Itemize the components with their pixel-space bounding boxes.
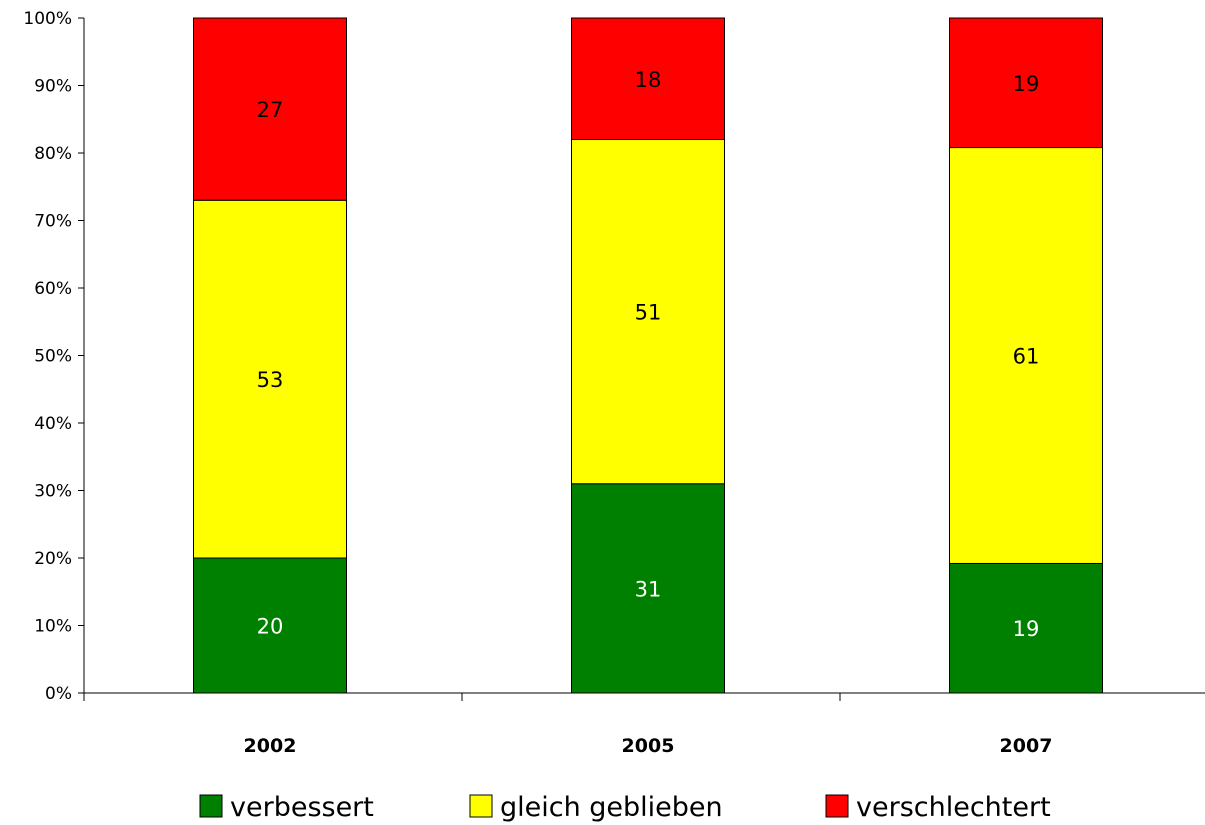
- x-category-label: 2005: [622, 735, 675, 757]
- legend-label: verbessert: [230, 792, 374, 823]
- bar-segment: [193, 557, 347, 694]
- bar-segment: [949, 17, 1103, 149]
- bar-segment: [571, 139, 725, 485]
- legend-label: verschlechtert: [856, 792, 1051, 823]
- legend-label: gleich geblieben: [500, 792, 723, 823]
- data-label: 31: [635, 577, 662, 601]
- bar-segment: [571, 483, 725, 694]
- bars: [193, 17, 1103, 694]
- axes: 0% 10% 20% 30% 40% 50% 60% 70% 80% 90% 100% 2002 200…: [23, 9, 1205, 757]
- bar-segment: [949, 562, 1103, 694]
- legend-swatch: [469, 794, 493, 818]
- legend: verbessert gleich geblieben verschlechtert: [199, 792, 1051, 823]
- y-tick-label: 80%: [34, 144, 72, 164]
- bar-segment: [571, 17, 725, 140]
- bar-segment: [193, 199, 347, 559]
- data-label: 20: [257, 615, 284, 639]
- y-tick-label: 0%: [45, 684, 72, 704]
- bar-segment: [193, 17, 347, 201]
- data-label: 27: [257, 98, 284, 122]
- data-label: 18: [635, 68, 662, 92]
- y-tick-label: 70%: [34, 212, 72, 232]
- y-tick-label: 90%: [34, 77, 72, 97]
- data-label: 19: [1013, 617, 1040, 641]
- legend-swatch: [825, 794, 849, 818]
- x-category-label: 2007: [1000, 735, 1053, 757]
- y-tick-label: 50%: [34, 347, 72, 367]
- data-label: 61: [1013, 345, 1040, 369]
- y-tick-label: 100%: [23, 9, 72, 29]
- y-tick-label: 20%: [34, 549, 72, 569]
- legend-swatch: [199, 794, 223, 818]
- x-category-label: 2002: [244, 735, 297, 757]
- y-tick-label: 60%: [34, 279, 72, 299]
- y-tick-label: 40%: [34, 414, 72, 434]
- data-label: 51: [635, 301, 662, 325]
- y-tick-label: 30%: [34, 482, 72, 502]
- data-label: 53: [257, 368, 284, 392]
- y-tick-label: 10%: [34, 617, 72, 637]
- bar-segment: [949, 147, 1103, 564]
- data-label: 19: [1013, 72, 1040, 96]
- data-labels: 20 53 27 31 51 18 19 61 19: [257, 68, 1040, 641]
